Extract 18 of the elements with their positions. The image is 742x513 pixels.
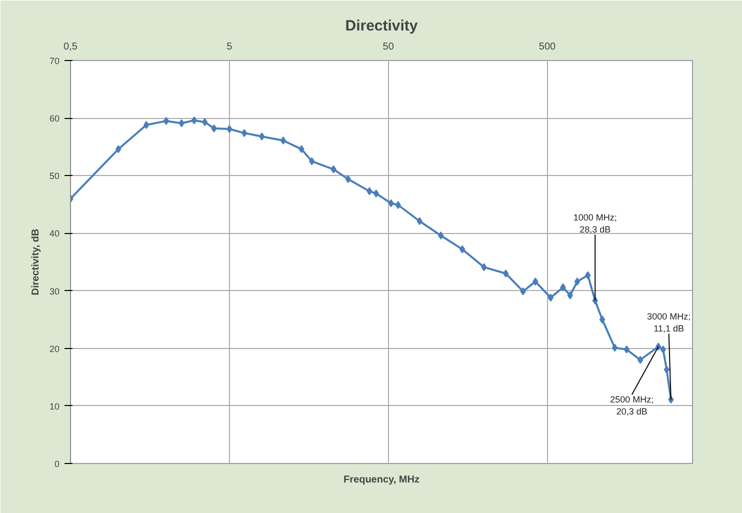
annotation: 3000 MHz; 11,1 dB	[647, 312, 691, 334]
x-tick-label: 0,5	[64, 42, 78, 52]
y-tick-label: 70	[49, 56, 60, 66]
y-tick-label: 20	[49, 344, 60, 354]
x-tick-label: 50	[382, 42, 394, 52]
y-tick-label: 50	[49, 171, 60, 182]
y-tick-label: 60	[49, 114, 60, 124]
x-tick-label: 5	[226, 42, 233, 52]
y-tick-label: 0	[54, 459, 60, 469]
x-axis-title: Frequency, MHz	[344, 474, 420, 486]
x-tick-label: 500	[538, 42, 556, 52]
annotation: 2500 MHz; 20,3 dB	[610, 394, 654, 417]
y-tick-label: 30	[49, 286, 60, 296]
chart-title: Directivity	[345, 18, 418, 34]
y-tick-label: 10	[49, 401, 60, 412]
y-axis-title: Directivity, dB	[30, 228, 42, 296]
y-tick-label: 40	[49, 228, 60, 239]
annotation: 1000 MHz; 28,3 dB	[573, 212, 617, 235]
